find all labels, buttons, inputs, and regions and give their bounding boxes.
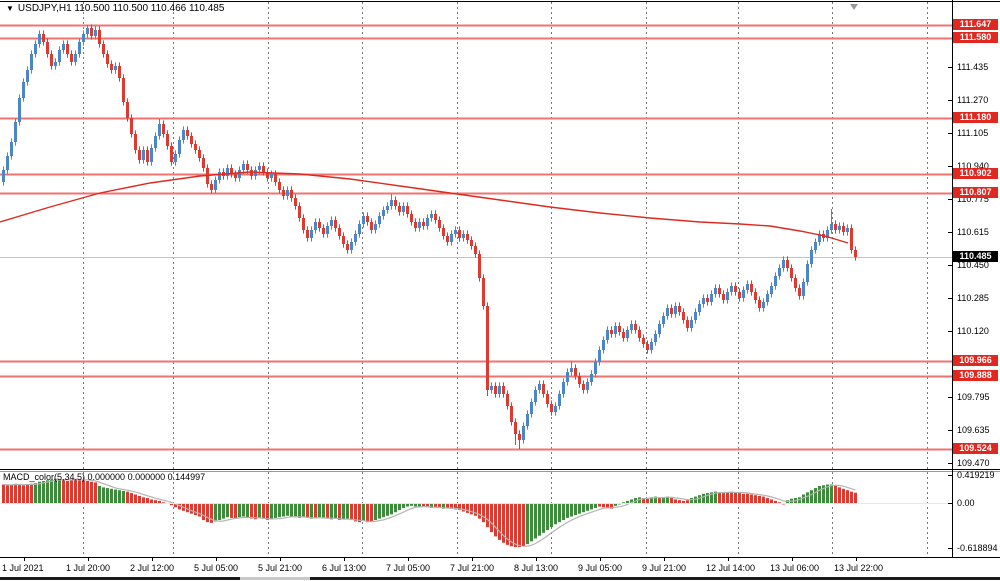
macd-signal-line (3, 479, 856, 547)
moving-average-line (0, 171, 849, 244)
chart-title: ▼ USDJPY,H1 110.500 110.500 110.466 110.4… (6, 3, 224, 14)
symbol-dropdown-icon: ▼ (6, 4, 14, 13)
macd-histogram-layer (2, 478, 857, 548)
horizontal-scrollbar[interactable] (0, 577, 1000, 580)
chart-shift-marker-icon (850, 4, 858, 10)
scrollbar-thumb[interactable] (240, 577, 310, 580)
chart-title-text: USDJPY,H1 110.500 110.500 110.466 110.48… (17, 3, 225, 14)
macd-indicator-label: MACD_color(5,34,5) 0.000000 0.000000 0.1… (3, 472, 206, 482)
candles-layer (2, 24, 857, 449)
